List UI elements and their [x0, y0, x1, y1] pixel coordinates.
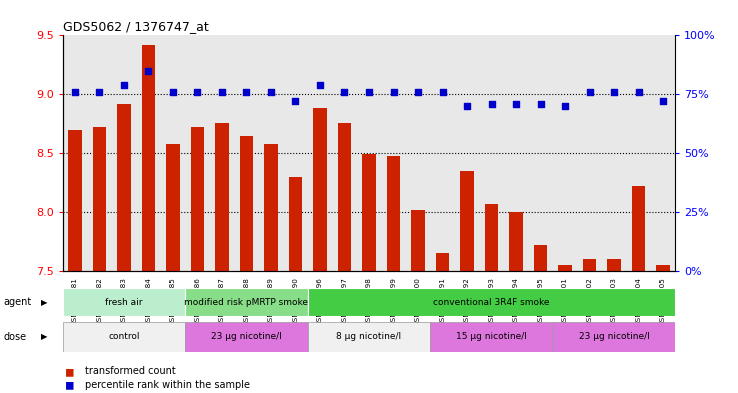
Bar — [583, 259, 596, 271]
Point — [216, 89, 228, 95]
Point — [608, 89, 620, 95]
Bar — [313, 108, 327, 271]
Text: GDS5062 / 1376747_at: GDS5062 / 1376747_at — [63, 20, 208, 33]
Bar — [240, 136, 253, 271]
Text: 8 μg nicotine/l: 8 μg nicotine/l — [337, 332, 401, 342]
Point — [657, 98, 669, 105]
Point — [363, 89, 375, 95]
Point — [510, 101, 522, 107]
Bar — [435, 253, 449, 271]
Point — [314, 82, 326, 88]
Bar — [308, 322, 430, 352]
Point — [241, 89, 252, 95]
Text: 23 μg nicotine/l: 23 μg nicotine/l — [579, 332, 649, 342]
Bar — [142, 45, 155, 271]
Bar — [362, 154, 376, 271]
Bar — [93, 127, 106, 271]
Text: fresh air: fresh air — [106, 298, 142, 307]
Text: percentile rank within the sample: percentile rank within the sample — [85, 380, 250, 390]
Point — [559, 103, 571, 109]
Point — [461, 103, 473, 109]
Bar — [485, 204, 498, 271]
Bar — [558, 265, 572, 271]
Point — [339, 89, 351, 95]
Text: ■: ■ — [66, 378, 74, 392]
Point — [486, 101, 497, 107]
Text: ▶: ▶ — [41, 298, 47, 307]
Point — [534, 101, 546, 107]
Point — [94, 89, 106, 95]
Bar — [534, 245, 548, 271]
Text: dose: dose — [4, 332, 27, 342]
Bar — [117, 104, 131, 271]
Text: modified risk pMRTP smoke: modified risk pMRTP smoke — [184, 298, 308, 307]
Text: 23 μg nicotine/l: 23 μg nicotine/l — [211, 332, 282, 342]
Bar — [430, 322, 553, 352]
Point — [412, 89, 424, 95]
Point — [584, 89, 596, 95]
Text: conventional 3R4F smoke: conventional 3R4F smoke — [433, 298, 550, 307]
Bar — [411, 210, 425, 271]
Bar — [308, 288, 675, 316]
Point — [289, 98, 301, 105]
Point — [192, 89, 204, 95]
Text: ▶: ▶ — [41, 332, 47, 342]
Text: transformed count: transformed count — [85, 366, 176, 376]
Point — [167, 89, 179, 95]
Bar — [190, 127, 204, 271]
Point — [142, 68, 154, 74]
Bar — [289, 177, 303, 271]
Point — [632, 89, 644, 95]
Bar — [509, 212, 523, 271]
Point — [69, 89, 81, 95]
Bar — [264, 144, 277, 271]
Point — [265, 89, 277, 95]
Bar — [63, 288, 185, 316]
Bar — [387, 156, 400, 271]
Text: agent: agent — [4, 297, 32, 307]
Bar — [166, 144, 180, 271]
Bar — [632, 186, 645, 271]
Bar — [338, 123, 351, 271]
Point — [437, 89, 449, 95]
Bar — [68, 130, 82, 271]
Bar — [553, 322, 675, 352]
Text: ■: ■ — [66, 365, 74, 378]
Bar — [185, 288, 308, 316]
Bar — [63, 322, 185, 352]
Bar — [185, 322, 308, 352]
Point — [387, 89, 399, 95]
Text: 15 μg nicotine/l: 15 μg nicotine/l — [456, 332, 527, 342]
Bar — [461, 171, 474, 271]
Text: control: control — [108, 332, 139, 342]
Point — [118, 82, 130, 88]
Bar — [215, 123, 229, 271]
Bar — [656, 265, 670, 271]
Bar — [607, 259, 621, 271]
